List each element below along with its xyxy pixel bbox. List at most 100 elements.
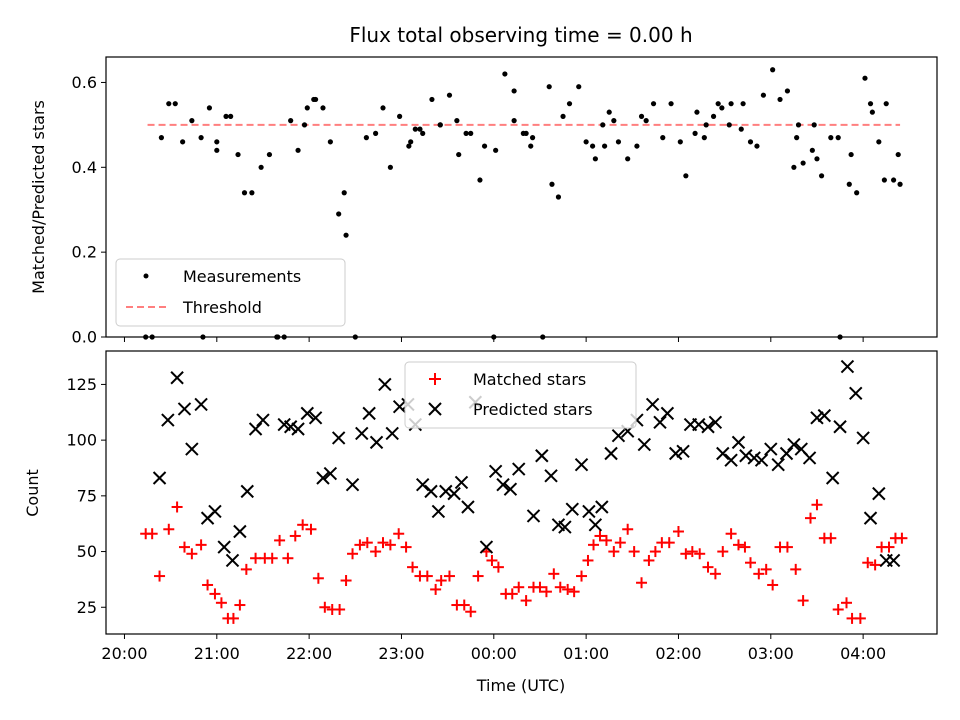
x-tick-label: 04:00 <box>840 644 886 663</box>
matched-star-point <box>146 528 158 540</box>
measurement-point <box>883 101 889 107</box>
predicted-star-point <box>392 400 407 414</box>
matched-star-point <box>186 548 198 560</box>
measurement-point <box>867 101 874 107</box>
x-tick-label: 03:00 <box>748 644 794 663</box>
predicted-star-point <box>833 420 847 434</box>
predicted-star-point <box>754 453 769 467</box>
matched-star-point <box>297 519 309 531</box>
measurement-point <box>511 118 517 124</box>
measurement-point <box>589 143 596 149</box>
predicted-star-point <box>637 437 652 452</box>
measurement-point <box>897 181 903 187</box>
measurement-point <box>456 151 462 158</box>
matched-star-point <box>753 568 765 580</box>
matched-star-point <box>163 523 175 535</box>
predicted-star-point <box>461 500 475 514</box>
measurement-point <box>895 151 901 158</box>
predicted-star-point <box>488 464 503 479</box>
matched-star-point <box>582 554 594 566</box>
top-y-tick-label: 0.6 <box>72 73 97 92</box>
matched-star-point <box>240 563 252 575</box>
matched-star-point <box>622 523 634 535</box>
matched-star-point <box>797 595 809 607</box>
matched-star-point <box>725 528 737 540</box>
legend-threshold-label: Threshold <box>182 298 262 317</box>
predicted-star-point <box>283 420 298 434</box>
matched-star-point <box>195 539 207 551</box>
matched-star-point <box>250 552 262 564</box>
matched-star-point <box>486 554 498 566</box>
measurement-point <box>566 101 573 107</box>
predicted-star-point <box>369 435 384 450</box>
bottom-legend: Matched stars Predicted stars <box>404 361 637 429</box>
measurement-point <box>206 105 213 111</box>
predicted-star-point <box>716 446 730 461</box>
predicted-star-point <box>177 402 192 416</box>
predicted-star-point <box>731 435 746 450</box>
matched-star-point <box>430 583 442 595</box>
measurement-point <box>846 181 852 187</box>
measurement-point <box>876 139 882 145</box>
matched-star-point <box>862 557 874 569</box>
measurement-point <box>777 96 783 103</box>
measurement-point <box>320 105 326 111</box>
measurement-point <box>881 177 887 183</box>
predicted-star-point <box>849 386 863 401</box>
measurement-point <box>611 118 617 124</box>
measurement-point <box>660 135 666 141</box>
matched-star-point <box>576 570 588 582</box>
measurement-point <box>891 177 897 183</box>
matched-star-point <box>760 563 772 575</box>
measurement-point <box>341 190 347 196</box>
measurement-point <box>228 113 234 119</box>
predicted-star-point <box>479 540 494 554</box>
matched-star-point <box>594 530 606 542</box>
measurement-point <box>214 139 220 145</box>
matched-star-point <box>178 541 190 553</box>
matched-star-point <box>465 606 477 618</box>
measurement-point <box>463 130 469 136</box>
legend-measurements-label: Measurements <box>183 267 301 286</box>
predicted-star-point <box>233 524 247 539</box>
measurement-point <box>429 96 435 103</box>
bottom-y-tick-label: 50 <box>77 542 97 561</box>
measurement-point <box>412 126 418 132</box>
top-y-tick-label: 0.0 <box>72 328 97 347</box>
measurement-point <box>719 105 725 111</box>
measurement-point <box>615 139 622 145</box>
predicted-star-point <box>512 462 526 476</box>
predicted-star-point <box>565 502 579 516</box>
measurement-point <box>397 113 403 119</box>
matched-star-point <box>154 570 166 582</box>
matched-star-point <box>732 539 744 551</box>
predicted-star-point <box>668 446 683 461</box>
x-tick-label: 01:00 <box>563 644 609 663</box>
measurement-point <box>198 135 204 141</box>
matched-star-point <box>534 581 546 593</box>
measurement-point <box>158 135 164 141</box>
top-y-axis-label: Matched/Predicted stars <box>29 100 48 294</box>
predicted-star-point <box>323 466 338 481</box>
bottom-y-tick-label: 25 <box>77 598 97 617</box>
matched-star-point <box>744 557 756 569</box>
predicted-star-point <box>208 504 222 519</box>
measurement-point <box>668 101 674 107</box>
measurement-point <box>795 122 802 128</box>
measurement-point <box>327 139 333 145</box>
legend-matched-label: Matched stars <box>473 370 586 389</box>
matched-star-point <box>266 552 278 564</box>
bottom-y-tick-label: 100 <box>66 431 97 450</box>
measurement-point <box>760 92 767 98</box>
matched-star-point <box>377 537 389 549</box>
matched-star-point <box>305 523 317 535</box>
bottom-panel-marks: 25 50 75 100 125 20:00 21:00 22:00 23:00 00:00 01:… <box>66 359 908 663</box>
predicted-star-point <box>747 451 761 465</box>
matched-star-point <box>548 568 560 580</box>
predicted-star-point <box>779 446 794 461</box>
predicted-star-point <box>863 511 878 525</box>
matched-star-point <box>274 534 286 546</box>
measurement-point <box>528 143 534 149</box>
measurement-point <box>600 122 606 128</box>
